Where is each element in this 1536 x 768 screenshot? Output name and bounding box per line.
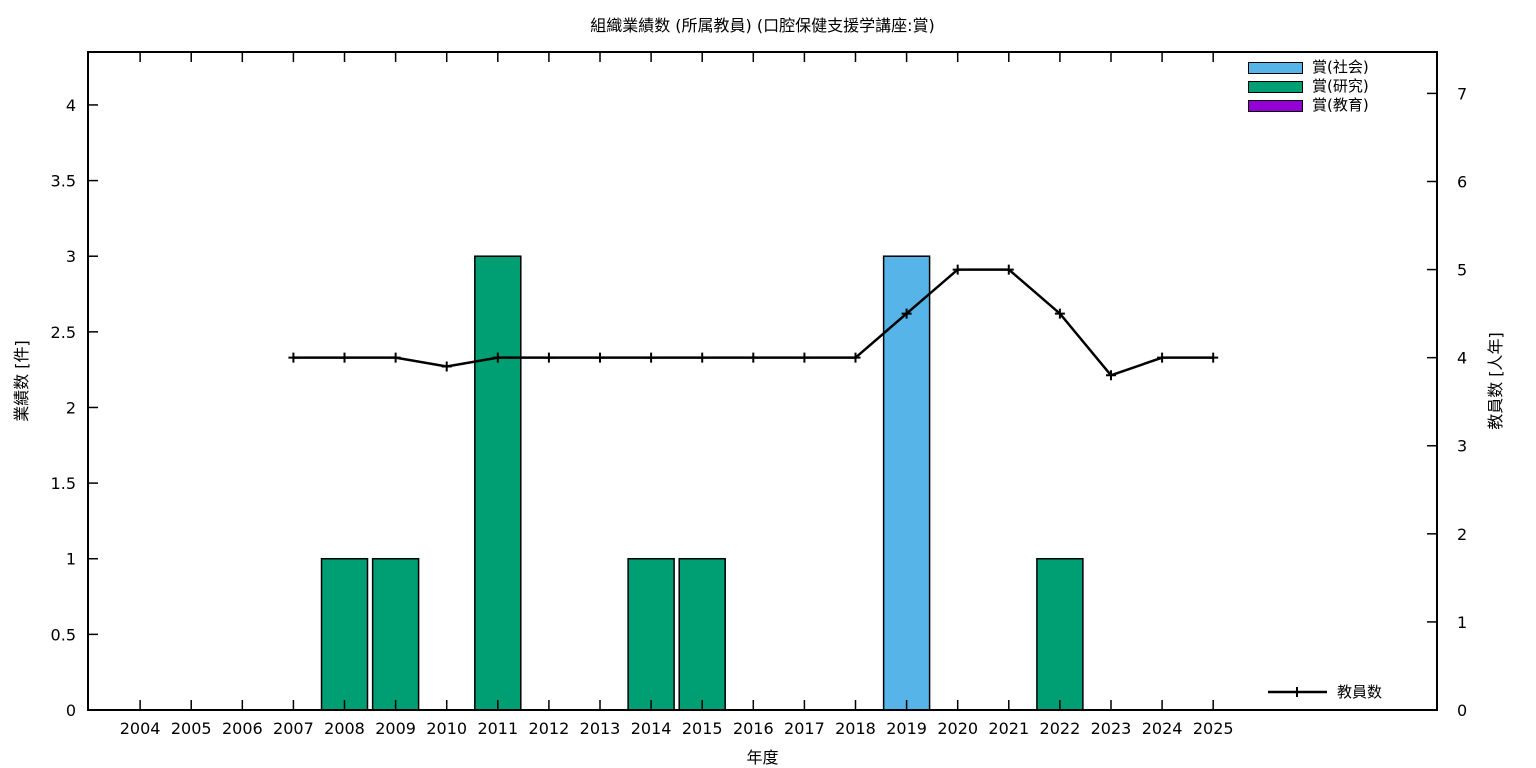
yr-tick-label-0: 0 xyxy=(1457,701,1467,720)
plot-border xyxy=(87,51,1438,711)
x-tick-label-2009: 2009 xyxy=(375,719,416,738)
legend-swatch-social-icon xyxy=(1248,61,1303,74)
yr-tick-label-2: 2 xyxy=(1457,525,1467,544)
faculty-point-2009 xyxy=(390,352,401,363)
x-tick-label-2019: 2019 xyxy=(886,719,927,738)
faculty-point-2013 xyxy=(595,352,606,363)
legend-label-social: 賞(社会) xyxy=(1312,58,1369,76)
x-tick-label-2020: 2020 xyxy=(937,719,978,738)
y-axis-label-right: 教員数 [人年] xyxy=(1486,332,1505,430)
faculty-point-2025 xyxy=(1208,352,1219,363)
yr-tick-label-4: 4 xyxy=(1457,349,1467,368)
x-tick-label-2007: 2007 xyxy=(273,719,314,738)
yl-tick-label-1.5: 1.5 xyxy=(51,474,76,493)
faculty-point-2014 xyxy=(646,352,657,363)
legend-swatch-education-icon xyxy=(1248,99,1303,112)
bar-2014 xyxy=(627,557,675,711)
faculty-point-2017 xyxy=(799,352,810,363)
x-tick-label-2013: 2013 xyxy=(580,719,621,738)
legend-entry-social: 賞(社会) xyxy=(1248,58,1369,77)
x-tick-label-2024: 2024 xyxy=(1142,719,1183,738)
legend-entry-research: 賞(研究) xyxy=(1248,77,1369,96)
legend-line-marker-icon xyxy=(1292,687,1302,697)
faculty-point-2021 xyxy=(1003,264,1014,275)
yr-tick-label-7: 7 xyxy=(1457,84,1467,103)
faculty-point-2022 xyxy=(1054,308,1065,319)
yl-tick-label-2.5: 2.5 xyxy=(51,323,76,342)
faculty-point-2008 xyxy=(339,352,350,363)
x-tick-label-2012: 2012 xyxy=(529,719,570,738)
x-tick-label-2014: 2014 xyxy=(631,719,672,738)
yl-tick-label-2: 2 xyxy=(66,398,76,417)
legend-label-research: 賞(研究) xyxy=(1312,77,1369,95)
faculty-point-2019 xyxy=(901,308,912,319)
legend-label-faculty-line: 教員数 xyxy=(1337,683,1383,701)
yl-tick-label-4: 4 xyxy=(66,96,76,115)
x-tick-label-2010: 2010 xyxy=(426,719,467,738)
y-axis-label-left: 業績数 [件] xyxy=(12,340,31,422)
yl-tick-label-0.5: 0.5 xyxy=(51,625,76,644)
x-tick-label-2011: 2011 xyxy=(477,719,518,738)
bar-2015 xyxy=(678,557,726,711)
x-tick-label-2023: 2023 xyxy=(1091,719,1132,738)
legend-entry-education: 賞(教育) xyxy=(1248,96,1369,115)
faculty-point-2024 xyxy=(1157,352,1168,363)
x-tick-label-2005: 2005 xyxy=(171,719,212,738)
faculty-point-2007 xyxy=(288,352,299,363)
bar-2008 xyxy=(320,557,369,711)
x-tick-label-2008: 2008 xyxy=(324,719,365,738)
x-tick-label-2006: 2006 xyxy=(222,719,263,738)
yr-tick-label-5: 5 xyxy=(1457,261,1467,280)
yl-tick-label-0: 0 xyxy=(66,701,76,720)
bar-2019 xyxy=(882,255,931,711)
faculty-point-2010 xyxy=(441,361,452,372)
faculty-point-2023 xyxy=(1105,370,1116,381)
chart-title: 組織業績数 (所属教員) (口腔保健支援学講座:賞) xyxy=(590,16,935,35)
legend-label-education: 賞(教育) xyxy=(1312,96,1369,114)
legend-swatch-research-icon xyxy=(1248,80,1303,93)
faculty-point-2016 xyxy=(748,352,759,363)
yr-tick-label-6: 6 xyxy=(1457,172,1467,191)
x-tick-label-2025: 2025 xyxy=(1193,719,1234,738)
legend-top-right: 賞(社会) 賞(研究) 賞(教育) xyxy=(1248,58,1369,115)
yl-tick-label-3: 3 xyxy=(66,247,76,266)
yr-tick-label-3: 3 xyxy=(1457,437,1467,456)
faculty-point-2011 xyxy=(492,352,503,363)
faculty-point-2015 xyxy=(697,352,708,363)
faculty-point-2012 xyxy=(543,352,554,363)
x-tick-label-2017: 2017 xyxy=(784,719,825,738)
x-tick-label-2004: 2004 xyxy=(120,719,161,738)
yl-tick-label-1: 1 xyxy=(66,550,76,569)
faculty-point-2018 xyxy=(850,352,861,363)
faculty-point-2020 xyxy=(952,264,963,275)
yr-tick-label-1: 1 xyxy=(1457,613,1467,632)
bar-2011 xyxy=(474,255,522,711)
x-tick-label-2021: 2021 xyxy=(988,719,1029,738)
x-tick-label-2015: 2015 xyxy=(682,719,723,738)
bar-2022 xyxy=(1036,557,1084,711)
yl-tick-label-3.5: 3.5 xyxy=(51,172,76,191)
x-tick-label-2022: 2022 xyxy=(1040,719,1081,738)
bar-2009 xyxy=(371,557,420,711)
x-tick-label-2016: 2016 xyxy=(733,719,774,738)
x-tick-label-2018: 2018 xyxy=(835,719,876,738)
x-axis-label: 年度 xyxy=(746,748,779,767)
